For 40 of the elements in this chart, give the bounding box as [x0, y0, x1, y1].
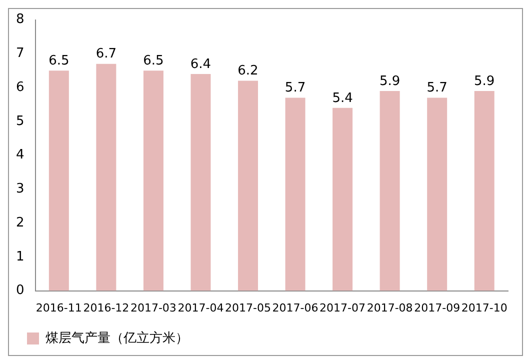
y-tick-label: 8 [16, 12, 24, 28]
y-tick-label: 4 [16, 148, 24, 163]
bar [285, 98, 306, 291]
y-tick-label: 2 [16, 215, 24, 230]
x-tick-label: 2017-08 [366, 301, 413, 314]
data-label: 6.5 [143, 53, 164, 68]
bar [474, 90, 494, 291]
bar [238, 80, 258, 291]
x-tick-label: 2017-10 [461, 301, 508, 314]
data-label: 5.7 [284, 80, 306, 96]
x-tick-label: 2017-03 [130, 301, 176, 314]
y-tick-label: 1 [16, 249, 24, 264]
legend-label: 煤层气产量（亿立方米） [46, 330, 188, 346]
x-tick-label: 2017-07 [320, 301, 366, 314]
data-label: 6.2 [238, 64, 258, 79]
x-tick-label: 2016-11 [36, 301, 82, 314]
data-label: 6.4 [190, 56, 212, 72]
x-tick-label: 2017-05 [225, 301, 271, 314]
bar [380, 90, 400, 291]
y-tick-label: 6 [16, 80, 24, 95]
data-label: 6.7 [96, 46, 117, 62]
x-tick-label: 2017-06 [272, 301, 318, 314]
bar [427, 98, 448, 291]
x-tick-label: 2016-12 [83, 301, 130, 314]
y-tick-label: 0 [16, 283, 24, 298]
y-tick-label: 5 [16, 114, 24, 129]
bar [143, 70, 164, 291]
data-label: 5.9 [379, 74, 400, 89]
bar [332, 108, 353, 291]
data-label: 5.7 [426, 80, 448, 96]
bar [96, 64, 116, 291]
y-tick-label: 3 [16, 182, 24, 197]
data-label: 6.5 [48, 53, 70, 68]
bar [190, 74, 211, 291]
bar [48, 70, 69, 291]
y-tick-label: 7 [16, 46, 24, 62]
x-tick-label: 2017-09 [414, 301, 460, 314]
data-label: 5.4 [332, 90, 353, 106]
data-label: 5.9 [474, 74, 495, 89]
x-tick-label: 2017-04 [178, 301, 224, 314]
